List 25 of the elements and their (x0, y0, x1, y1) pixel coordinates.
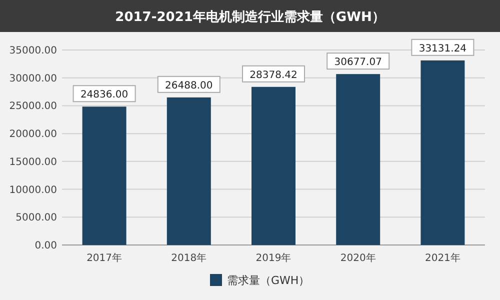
y-tick-label: 5000.00 (16, 212, 57, 224)
text: 33131.24 (418, 43, 467, 54)
x-tick-label: 2021年 (424, 252, 460, 264)
x-tick-label: 2019年 (256, 252, 292, 264)
bar (420, 60, 465, 245)
x-tick-label: 2018年 (171, 252, 207, 264)
legend-label: 需求量（GWH） (227, 274, 310, 287)
x-tick-label: 2020年 (340, 252, 376, 264)
text: 28378.42 (250, 70, 298, 81)
text: 30677.07 (334, 57, 382, 68)
y-tick-label: 25000.00 (9, 101, 57, 112)
y-tick-label: 30000.00 (9, 73, 57, 84)
y-tick-label: 0.00 (34, 240, 57, 252)
y-tick-label: 20000.00 (9, 129, 57, 140)
text: 26488.00 (165, 80, 213, 92)
text: 24836.00 (80, 90, 128, 101)
chart-title: 2017-2021年电机制造行业需求量（GWH） (115, 9, 385, 25)
bar (82, 106, 126, 245)
bar (252, 86, 296, 245)
bar (336, 74, 380, 245)
y-tick-label: 10000.00 (9, 184, 57, 196)
x-tick-label: 2017年 (86, 252, 122, 264)
y-tick-label: 35000.00 (9, 46, 57, 56)
y-tick-label: 15000.00 (9, 156, 57, 168)
bar (166, 97, 211, 245)
